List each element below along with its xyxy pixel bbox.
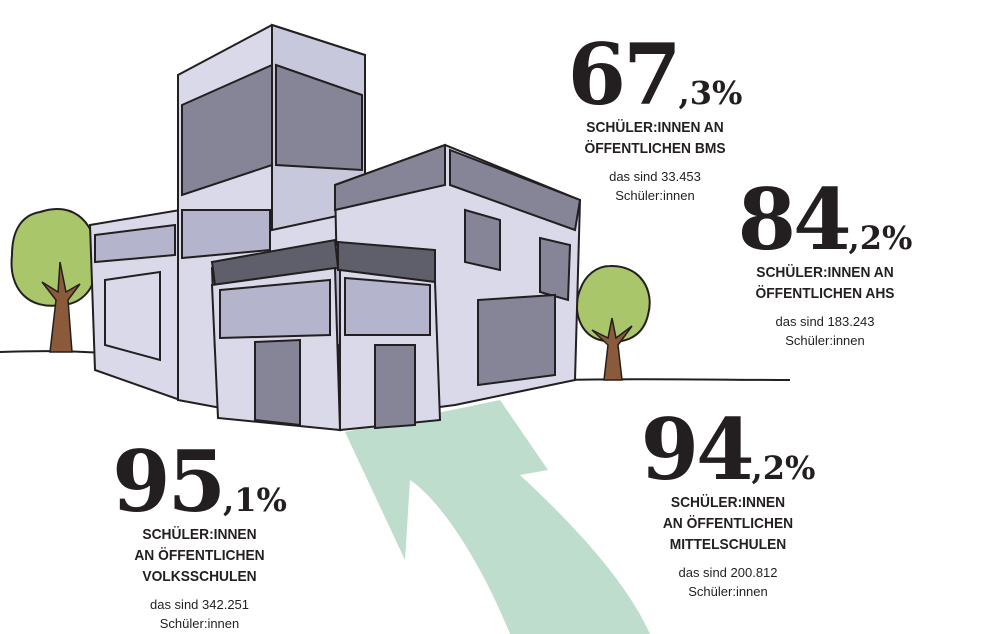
label-line: ÖFFENTLICHEN BMS — [584, 140, 726, 157]
stat-decimal: ,2% — [848, 219, 913, 257]
label-line: AN ÖFFENTLICHEN — [662, 515, 794, 532]
stat-bms: 67,3% SCHÜLER:INNEN AN ÖFFENTLICHEN BMS d… — [560, 33, 750, 205]
label-line: SCHÜLER:INNEN — [142, 526, 257, 543]
stat-decimal: ,2% — [751, 449, 816, 487]
label-line: SCHÜLER:INNEN AN — [586, 119, 724, 136]
label-line: MITTELSCHULEN — [669, 536, 787, 553]
stat-integer: 67 — [567, 25, 682, 124]
stat-decimal: ,3% — [678, 74, 743, 112]
count-line: Schüler:innen — [615, 188, 695, 203]
stat-integer: 94 — [640, 400, 755, 499]
label-line: VOLKSSCHULEN — [142, 568, 257, 585]
stat-label: SCHÜLER:INNEN AN ÖFFENTLICHEN MITTELSCHULE… — [636, 492, 820, 555]
count-line: das sind 342.251 — [149, 597, 250, 612]
stat-count: das sind 200.812 Schüler:innen — [628, 563, 828, 601]
tree-left-icon — [10, 207, 98, 353]
count-line: Schüler:innen — [785, 333, 865, 348]
tree-right-icon — [575, 264, 651, 381]
count-line: Schüler:innen — [688, 584, 768, 599]
building — [88, 23, 582, 432]
stat-value: 94,2% — [628, 408, 828, 492]
stat-count: das sind 33.453 Schüler:innen — [560, 167, 750, 205]
stat-value: 95,1% — [102, 440, 297, 524]
stat-label: SCHÜLER:INNEN AN ÖFFENTLICHEN BMS — [568, 117, 743, 159]
stat-count: das sind 342.251 Schüler:innen — [102, 595, 297, 633]
count-line: Schüler:innen — [159, 616, 240, 631]
label-line: SCHÜLER:INNEN — [670, 494, 786, 511]
green-arrow-icon — [345, 400, 650, 634]
stat-integer: 95 — [112, 432, 226, 531]
stat-value: 84,2% — [725, 178, 925, 262]
stat-mittelschulen: 94,2% SCHÜLER:INNEN AN ÖFFENTLICHEN MITTEL… — [628, 408, 828, 601]
stat-integer: 84 — [737, 170, 852, 269]
stat-label: SCHÜLER:INNEN AN ÖFFENTLICHEN VOLKSSCHULEN — [110, 524, 289, 587]
stat-value: 67,3% — [560, 33, 750, 117]
count-line: das sind 33.453 — [609, 169, 701, 184]
label-line: AN ÖFFENTLICHEN — [134, 547, 265, 564]
stat-volksschulen: 95,1% SCHÜLER:INNEN AN ÖFFENTLICHEN VOLKSS… — [102, 440, 297, 633]
stat-label: SCHÜLER:INNEN AN ÖFFENTLICHEN AHS — [733, 262, 917, 304]
stat-count: das sind 183.243 Schüler:innen — [725, 312, 925, 350]
stat-ahs: 84,2% SCHÜLER:INNEN AN ÖFFENTLICHEN AHS d… — [725, 178, 925, 350]
label-line: ÖFFENTLICHEN AHS — [755, 285, 895, 302]
stat-decimal: ,1% — [223, 481, 287, 519]
count-line: das sind 183.243 — [775, 314, 875, 329]
label-line: SCHÜLER:INNEN AN — [756, 264, 894, 281]
count-line: das sind 200.812 — [678, 565, 778, 580]
